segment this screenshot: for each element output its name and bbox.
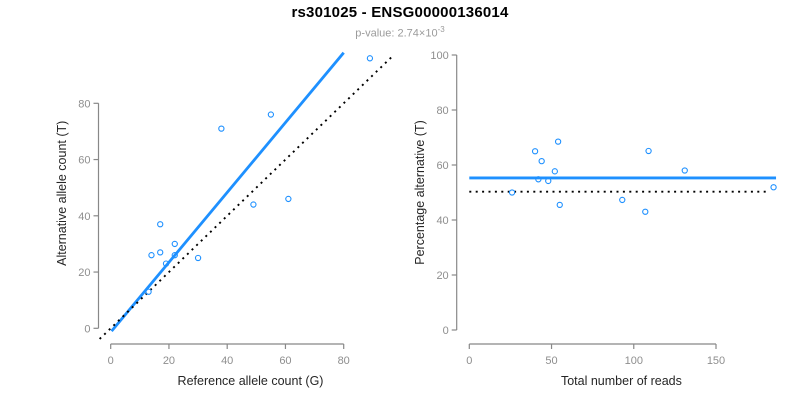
pvalue-text: p-value: 2.74×10 [355, 27, 438, 40]
y-tick-label: 40 [78, 211, 90, 223]
x-axis-title: Total number of reads [561, 374, 682, 388]
data-point [619, 196, 626, 204]
data-point [171, 252, 178, 259]
x-tick-label: 0 [466, 355, 472, 367]
x-tick-label: 80 [338, 355, 350, 367]
data-point [545, 177, 552, 185]
data-point [218, 125, 225, 132]
data-point [148, 252, 155, 259]
data-point [535, 176, 542, 183]
y-tick-label: 20 [78, 267, 90, 279]
y-tick-label: 100 [430, 50, 448, 62]
data-point [171, 240, 178, 248]
data-point [162, 260, 170, 267]
data-point [770, 184, 777, 191]
y-tick-label: 80 [78, 98, 90, 110]
data-point [194, 254, 202, 262]
x-tick-label: 150 [707, 355, 725, 367]
y-tick-label: 20 [436, 270, 448, 282]
y-tick-label: 40 [436, 215, 448, 227]
x-tick-label: 50 [545, 355, 557, 367]
x-tick-label: 20 [163, 355, 175, 367]
pvalue-exponent: -3 [437, 25, 445, 34]
identity-line [98, 54, 394, 340]
data-point [250, 201, 257, 208]
data-point [157, 221, 164, 228]
data-point [642, 208, 649, 215]
x-tick-label: 60 [279, 355, 291, 367]
data-point [551, 168, 558, 175]
y-tick-label: 60 [436, 160, 448, 172]
data-point [508, 189, 516, 196]
figure-title: rs301025 - ENSG00000136014 [291, 4, 509, 21]
data-point [145, 288, 152, 295]
data-point [538, 157, 545, 165]
data-point [157, 249, 164, 256]
data-point [645, 147, 652, 155]
y-tick-label: 0 [443, 325, 449, 337]
fit-line [110, 51, 345, 333]
y-tick-label: 80 [436, 105, 448, 117]
data-point [681, 167, 688, 174]
x-tick-label: 40 [221, 355, 233, 367]
data-point [366, 55, 374, 62]
y-axis-title: Percentage alternative (T) [413, 120, 427, 265]
data-point [554, 138, 562, 145]
data-point [285, 195, 292, 203]
figure-subtitle: p-value: 2.74×10-3 [0, 25, 800, 40]
x-tick-label: 100 [625, 355, 643, 367]
data-point [267, 111, 275, 118]
data-point [531, 148, 539, 155]
x-axis-title: Reference allele count (G) [178, 374, 324, 388]
y-tick-label: 0 [84, 323, 90, 335]
y-tick-label: 60 [78, 155, 90, 167]
x-tick-label: 0 [108, 355, 114, 367]
data-point [556, 201, 563, 209]
y-axis-title: Alternative allele count (T) [55, 121, 69, 266]
